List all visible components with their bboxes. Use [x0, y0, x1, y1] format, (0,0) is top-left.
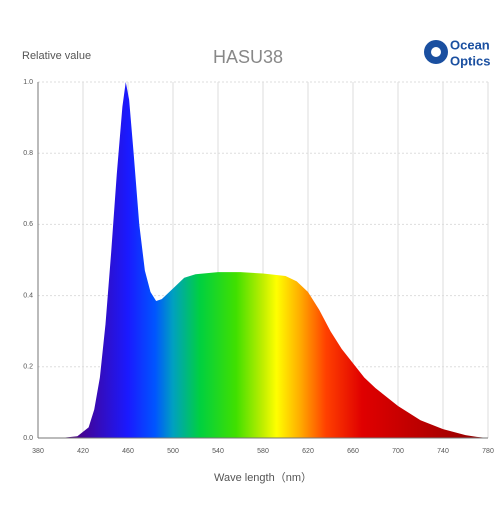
x-axis-label: Wave length（nm）	[214, 471, 312, 484]
x-tick-label: 780	[482, 448, 494, 455]
spectrum-area	[38, 82, 488, 438]
y-tick-label: 0.0	[23, 435, 33, 442]
y-tick-label: 0.2	[23, 364, 33, 371]
y-tick-label: 0.6	[23, 221, 33, 228]
x-tick-label: 620	[302, 448, 314, 455]
x-tick-label: 700	[392, 448, 404, 455]
x-tick-label: 380	[32, 448, 44, 455]
y-tick-label: 1.0	[23, 79, 33, 86]
x-tick-label: 740	[437, 448, 449, 455]
x-tick-label: 540	[212, 448, 224, 455]
x-tick-label: 420	[77, 448, 89, 455]
y-tick-label: 0.4	[23, 292, 33, 299]
y-axis-label: Relative value	[22, 50, 91, 62]
logo-text: Optics	[450, 53, 490, 68]
y-tick-label: 0.8	[23, 150, 33, 157]
chart-title: HASU38	[213, 47, 283, 67]
x-tick-label: 580	[257, 448, 269, 455]
logo-text: Ocean	[450, 37, 490, 52]
x-tick-label: 460	[122, 448, 134, 455]
x-tick-label: 660	[347, 448, 359, 455]
logo-mark-inner	[431, 47, 441, 57]
x-tick-label: 500	[167, 448, 179, 455]
